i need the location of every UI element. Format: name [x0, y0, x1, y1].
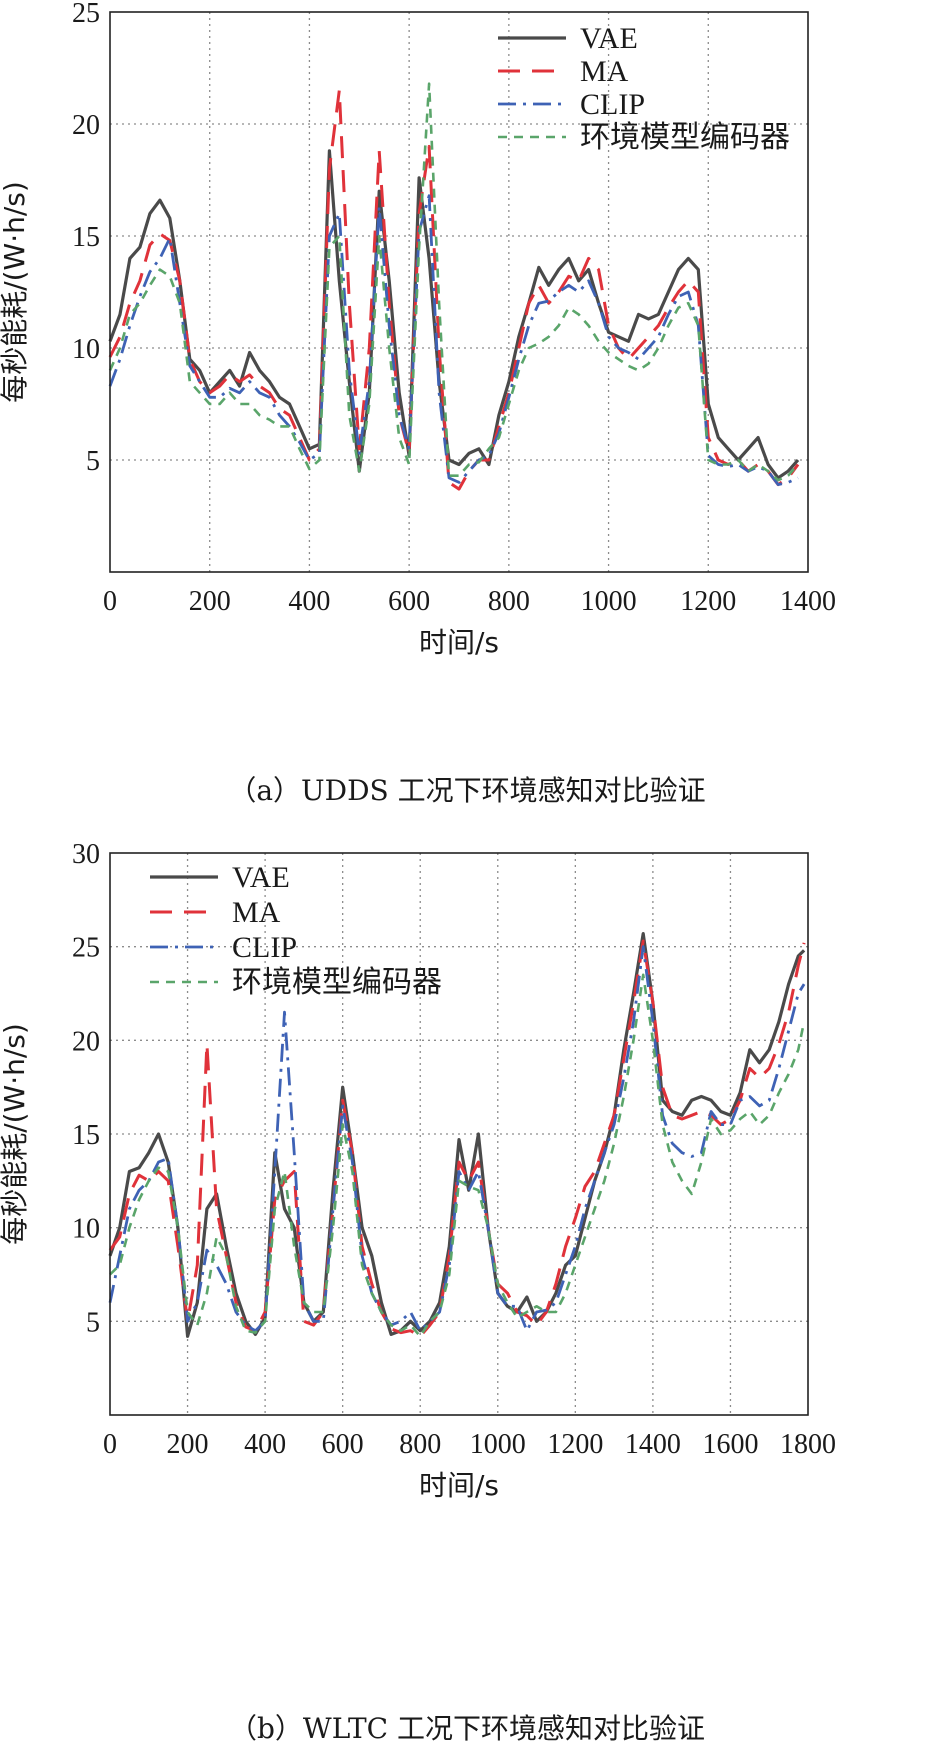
series-line-3: [109, 973, 806, 1338]
x-tick-label: 1000: [581, 586, 637, 617]
plot-area: [108, 82, 800, 491]
legend-label: 环境模型编码器: [580, 121, 790, 154]
x-tick-label: 1400: [625, 1429, 681, 1460]
figure-caption: （b）WLTC 工况下环境感知对比验证: [229, 1712, 705, 1745]
legend-label: VAE: [580, 22, 638, 55]
x-axis-label: 时间/s: [419, 626, 499, 659]
y-tick-label: 15: [72, 1120, 100, 1151]
x-tick-label: 600: [322, 1429, 364, 1460]
x-axis-label: 时间/s: [419, 1469, 499, 1502]
y-axis-label: 每秒能耗/(W·h/s): [0, 181, 31, 403]
y-tick-label: 20: [72, 110, 100, 141]
series-line-2: [108, 194, 799, 486]
y-axis-label: 每秒能耗/(W·h/s): [0, 1023, 31, 1245]
x-tick-label: 1800: [780, 1429, 836, 1460]
x-tick-label: 1600: [702, 1429, 758, 1460]
series-line-3: [108, 82, 799, 482]
x-tick-label: 600: [388, 586, 430, 617]
plot-frame: [109, 852, 809, 1416]
legend-label: CLIP: [580, 88, 645, 121]
legend-label: 环境模型编码器: [232, 966, 442, 999]
x-tick-label: 400: [288, 586, 330, 617]
series-line-2: [108, 945, 806, 1333]
y-tick-label: 10: [72, 334, 100, 365]
x-tick-label: 1200: [547, 1429, 603, 1460]
chart-wltc: 0 200 400 600 800 1000 1200 1400 1600 1800 5 10 15 20…: [0, 839, 836, 1745]
figure-caption: （a）UDDS 工况下环境感知对比验证: [228, 774, 705, 807]
y-tick-label: 25: [72, 0, 100, 29]
x-tick-label: 1400: [780, 586, 836, 617]
series-line-0: [108, 932, 806, 1338]
y-tick-label: 30: [72, 839, 100, 870]
legend-label: VAE: [232, 861, 290, 894]
y-tick-label: 5: [86, 446, 100, 477]
y-tick-label: 5: [86, 1307, 100, 1338]
x-tick-label: 0: [103, 586, 117, 617]
chart-udds: 0 200 400 600 800 1000 1200 1400 5 10 15 20 25 时间/s 每秒…: [0, 0, 836, 807]
x-tick-label: 800: [488, 586, 530, 617]
y-tick-label: 10: [72, 1214, 100, 1245]
legend-label: CLIP: [232, 931, 297, 964]
y-tick-label: 15: [72, 222, 100, 253]
legend-label: MA: [580, 55, 629, 88]
series-line-0: [108, 149, 800, 480]
x-tick-label: 800: [399, 1429, 441, 1460]
series-line-1: [108, 939, 806, 1338]
x-tick-label: 1200: [680, 586, 736, 617]
series-line-1: [108, 88, 800, 491]
x-tick-label: 400: [244, 1429, 286, 1460]
x-tick-label: 200: [167, 1429, 209, 1460]
y-tick-label: 25: [72, 933, 100, 964]
x-tick-label: 0: [103, 1429, 117, 1460]
x-tick-label: 200: [189, 586, 231, 617]
plot-area: [108, 932, 806, 1338]
x-tick-label: 1000: [470, 1429, 526, 1460]
y-tick-label: 20: [72, 1026, 100, 1057]
plot-frame: [109, 11, 809, 573]
legend-label: MA: [232, 896, 281, 929]
